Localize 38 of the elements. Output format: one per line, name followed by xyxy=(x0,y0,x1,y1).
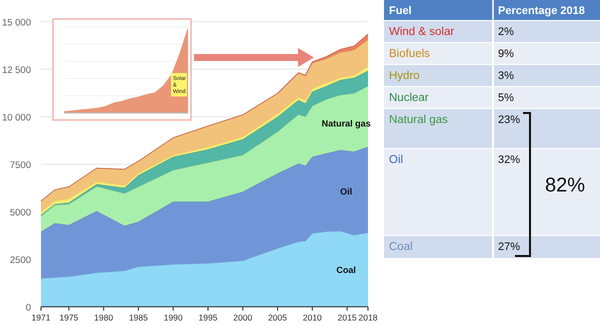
y-tick-label: 12 500 xyxy=(2,65,31,76)
category-label: Oil xyxy=(389,154,404,166)
x-tick-label: 2000 xyxy=(233,312,252,323)
text: 23% xyxy=(498,114,520,126)
x-tick-label: 2005 xyxy=(268,312,288,323)
category-label: Biofuels xyxy=(389,48,430,60)
y-tick-label: 7500 xyxy=(10,160,31,172)
x-tick-label: 1985 xyxy=(128,312,148,323)
category-label: Hydro xyxy=(389,70,420,82)
text: 3% xyxy=(498,70,514,82)
category-label: Coal xyxy=(389,241,413,253)
text: Fuel xyxy=(389,5,412,17)
category-label: Wind & solar xyxy=(389,26,454,38)
y-tick-label: 2500 xyxy=(10,255,31,266)
text: Percentage 2018 xyxy=(498,5,585,17)
text: 2% xyxy=(498,26,514,38)
x-tick-label: 1990 xyxy=(164,312,183,323)
text: 27% xyxy=(498,241,520,253)
x-tick-label: 1995 xyxy=(198,312,218,323)
series-label: Natural gas xyxy=(322,118,371,128)
x-tick-label: 1980 xyxy=(94,312,114,323)
category-label: Natural gas xyxy=(389,114,448,126)
text: 82% xyxy=(544,174,586,196)
x-tick-label: 2010 xyxy=(302,312,322,323)
y-tick-label: 10 000 xyxy=(2,112,31,124)
x-tick-label: 2015 xyxy=(338,312,357,323)
text: 5% xyxy=(498,92,514,104)
y-tick-label: 15 000 xyxy=(2,18,31,29)
x-tick-label: 2018 xyxy=(358,312,378,323)
category-label: Nuclear xyxy=(389,92,429,104)
x-tick-label: 1971 xyxy=(32,312,51,323)
y-tick-label: 0 xyxy=(26,302,31,314)
y-tick-label: 5000 xyxy=(10,208,31,219)
text: 9% xyxy=(498,48,514,60)
x-tick-label: 1975 xyxy=(59,312,79,323)
series-label: Oil xyxy=(340,186,352,197)
series-label: Coal xyxy=(336,264,356,275)
text: 32% xyxy=(498,154,520,166)
